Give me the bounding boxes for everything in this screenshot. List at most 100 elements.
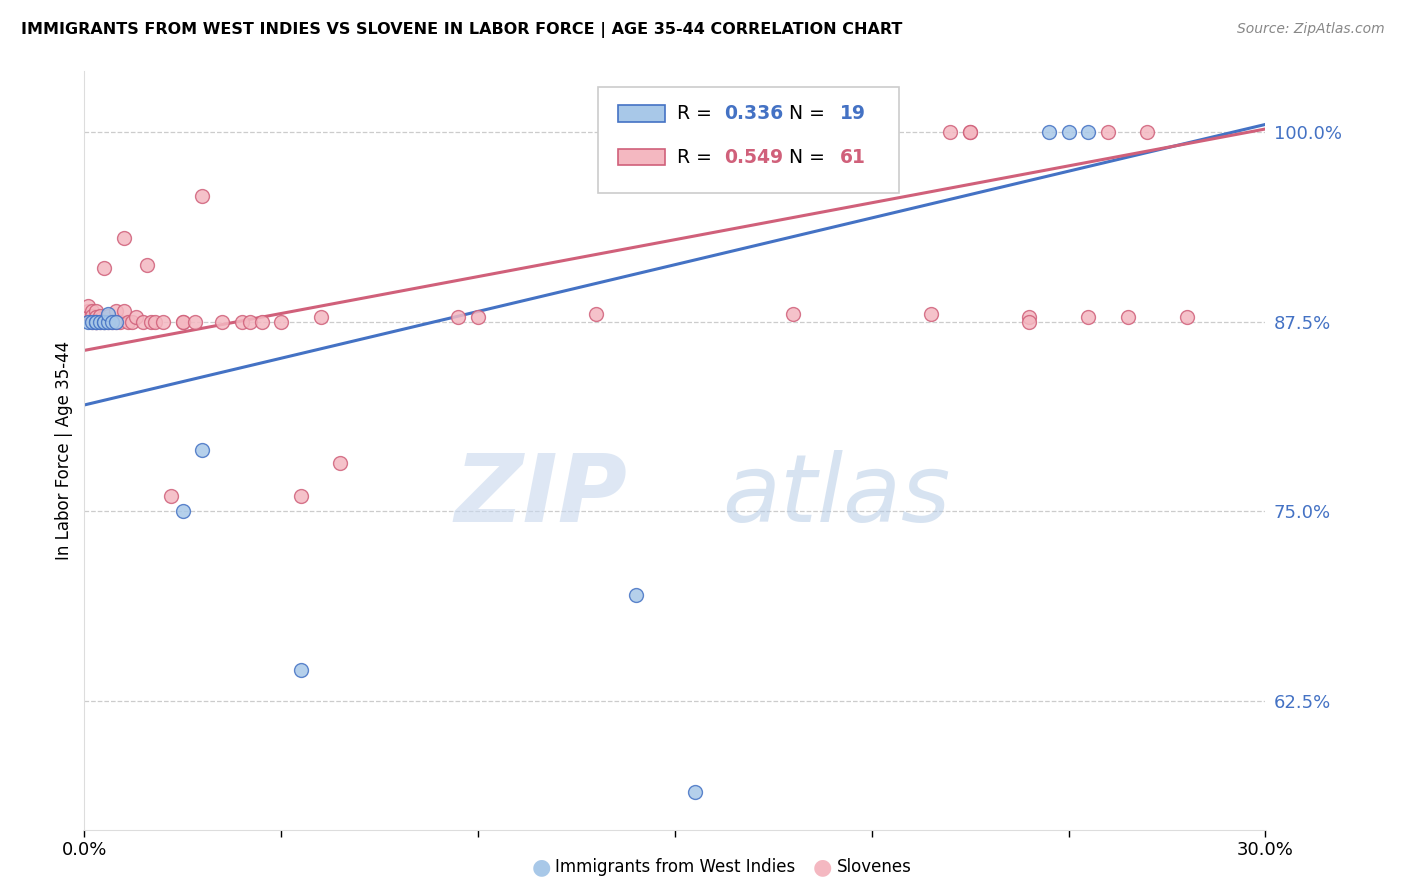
Point — [231, 315, 253, 329]
Text: 61: 61 — [839, 147, 866, 167]
Point — [191, 188, 214, 202]
Text: R =: R = — [676, 104, 717, 123]
Point — [97, 315, 120, 329]
Point — [309, 310, 332, 324]
Point — [104, 315, 127, 329]
Point — [93, 315, 115, 329]
Point — [89, 315, 111, 329]
Y-axis label: In Labor Force | Age 35-44: In Labor Force | Age 35-44 — [55, 341, 73, 560]
Point — [683, 785, 706, 799]
Point — [624, 588, 647, 602]
Point — [959, 125, 981, 139]
FancyBboxPatch shape — [619, 149, 665, 165]
Point — [84, 315, 107, 329]
Point — [782, 307, 804, 321]
Point — [104, 315, 127, 329]
Text: R =: R = — [676, 147, 717, 167]
Point — [89, 309, 111, 323]
Point — [112, 304, 135, 318]
Point — [920, 307, 942, 321]
Point — [82, 315, 104, 329]
Point — [77, 304, 100, 318]
Point — [97, 307, 120, 321]
Point — [239, 315, 262, 329]
Point — [89, 311, 111, 326]
Point — [290, 664, 312, 678]
Point — [82, 311, 104, 326]
Point — [1136, 125, 1159, 139]
Point — [101, 315, 124, 329]
Point — [97, 311, 120, 326]
Text: Source: ZipAtlas.com: Source: ZipAtlas.com — [1237, 22, 1385, 37]
Point — [104, 304, 127, 318]
Text: Immigrants from West Indies: Immigrants from West Indies — [555, 858, 796, 876]
Point — [183, 315, 205, 329]
Text: 0.549: 0.549 — [724, 147, 783, 167]
Point — [172, 504, 194, 518]
Point — [1038, 125, 1060, 139]
Point — [152, 315, 174, 329]
Point — [84, 304, 107, 318]
Point — [112, 231, 135, 245]
Text: ●: ● — [531, 857, 551, 877]
Point — [84, 315, 107, 329]
Point — [250, 315, 273, 329]
Point — [82, 304, 104, 318]
Point — [84, 315, 107, 329]
Point — [1077, 310, 1099, 324]
Point — [77, 307, 100, 321]
Point — [191, 443, 214, 458]
Point — [108, 315, 131, 329]
Point — [124, 310, 146, 324]
Point — [447, 310, 470, 324]
Point — [82, 315, 104, 329]
Point — [117, 315, 139, 329]
Point — [77, 315, 100, 329]
Text: 0.336: 0.336 — [724, 104, 783, 123]
Text: N =: N = — [778, 104, 831, 123]
Point — [97, 309, 120, 323]
Point — [585, 307, 607, 321]
Text: ●: ● — [813, 857, 832, 877]
Point — [959, 125, 981, 139]
Point — [290, 489, 312, 503]
Point — [132, 315, 155, 329]
Point — [141, 315, 163, 329]
Point — [1057, 125, 1080, 139]
Point — [136, 259, 159, 273]
Point — [84, 310, 107, 324]
Point — [1018, 315, 1040, 329]
Point — [82, 309, 104, 323]
Text: N =: N = — [778, 147, 831, 167]
Point — [160, 489, 183, 503]
Point — [97, 315, 120, 329]
Point — [172, 315, 194, 329]
Point — [211, 315, 233, 329]
Point — [93, 315, 115, 329]
Text: ZIP: ZIP — [454, 450, 627, 542]
Point — [121, 315, 143, 329]
Point — [93, 261, 115, 276]
Point — [77, 300, 100, 314]
Point — [270, 315, 292, 329]
Point — [172, 315, 194, 329]
Text: Slovenes: Slovenes — [837, 858, 911, 876]
FancyBboxPatch shape — [619, 105, 665, 122]
Point — [1116, 310, 1139, 324]
Point — [467, 310, 489, 324]
Text: IMMIGRANTS FROM WEST INDIES VS SLOVENE IN LABOR FORCE | AGE 35-44 CORRELATION CH: IMMIGRANTS FROM WEST INDIES VS SLOVENE I… — [21, 22, 903, 38]
Point — [84, 315, 107, 329]
Text: 19: 19 — [839, 104, 866, 123]
Point — [101, 315, 124, 329]
Point — [939, 125, 962, 139]
Point — [143, 315, 166, 329]
Point — [1018, 310, 1040, 324]
Point — [93, 315, 115, 329]
Point — [1175, 310, 1198, 324]
Point — [329, 456, 352, 470]
Text: atlas: atlas — [723, 450, 950, 541]
FancyBboxPatch shape — [598, 87, 900, 193]
Point — [1077, 125, 1099, 139]
Point — [89, 315, 111, 329]
Point — [1097, 125, 1119, 139]
